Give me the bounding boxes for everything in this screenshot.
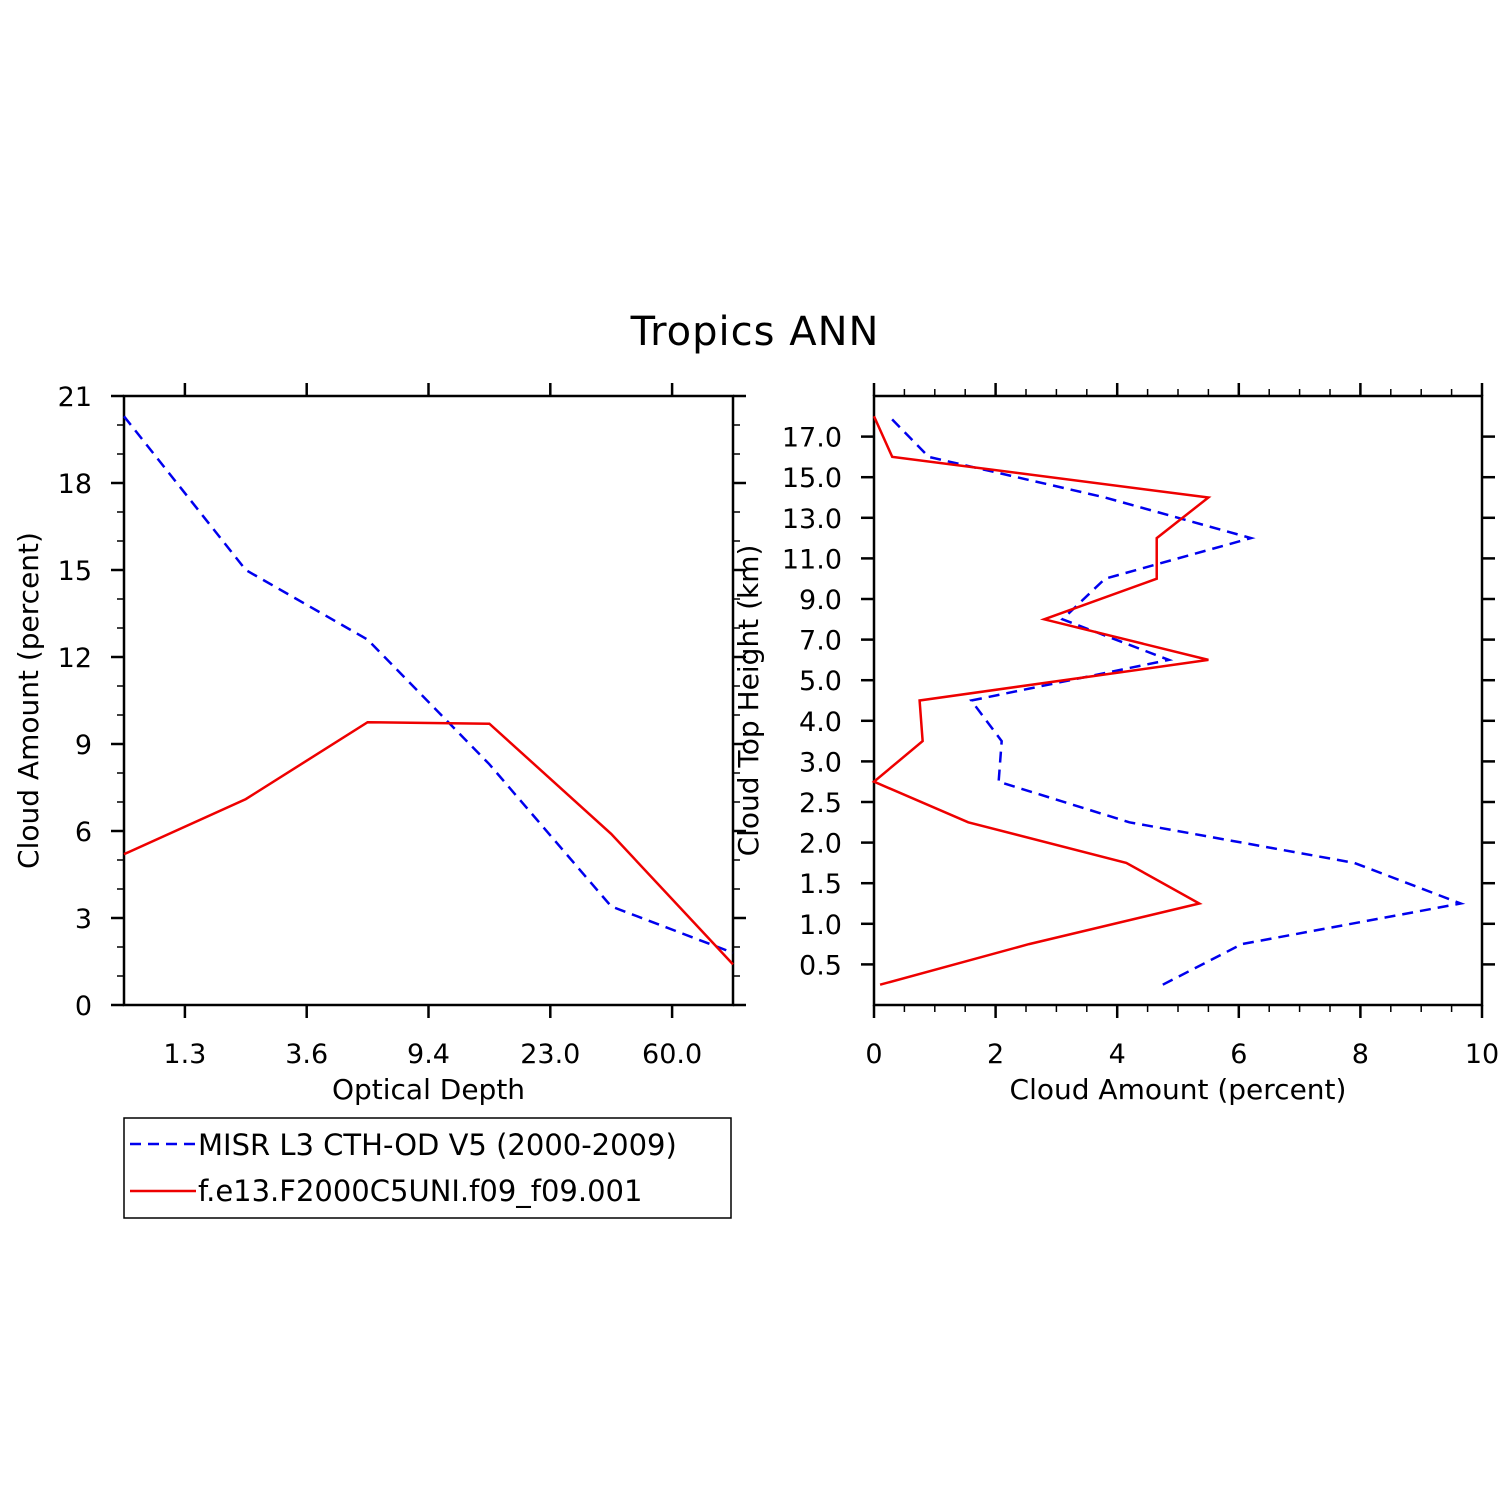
- right-series-misr-line: [888, 415, 1466, 986]
- right-x-axis-label: Cloud Amount (percent): [1010, 1073, 1347, 1106]
- right-x-tick-label: 8: [1352, 1039, 1369, 1070]
- left-series-model-line: [123, 720, 734, 966]
- right-y-tick-label: 4.0: [799, 707, 842, 738]
- right-y-tick-label: 3.0: [799, 747, 842, 778]
- right-x-tick-label: 2: [987, 1039, 1004, 1070]
- chart-title: Tropics ANN: [630, 309, 880, 355]
- left-x-axis-label: Optical Depth: [332, 1073, 525, 1106]
- legend-box: [123, 1117, 732, 1219]
- legend: MISR L3 CTH-OD V5 (2000-2009) f.e13.F200…: [123, 1117, 732, 1219]
- right-y-tick-label: 9.0: [799, 585, 842, 616]
- right-x-tick-label: 0: [865, 1039, 882, 1070]
- right-y-tick-label: 0.5: [799, 950, 842, 981]
- left-y-tick-label: 15: [58, 556, 92, 587]
- left-y-tick-label: 12: [58, 643, 92, 674]
- left-y-tick-label: 18: [58, 469, 92, 500]
- legend-label-model: f.e13.F2000C5UNI.f09_f09.001: [198, 1174, 642, 1208]
- right-x-tick-label: 4: [1109, 1039, 1126, 1070]
- right-y-tick-label: 11.0: [782, 544, 842, 575]
- right-x-tick-label: 6: [1230, 1039, 1247, 1070]
- right-y-tick-label: 1.0: [799, 910, 842, 941]
- left-y-tick-label: 0: [75, 991, 92, 1022]
- right-series-model-line: [871, 415, 1212, 986]
- left-y-tick-label: 3: [75, 904, 92, 935]
- right-y-tick-label: 1.5: [799, 869, 842, 900]
- right-panel: 0.5 1.0 1.5 2.0 2.5 3.0 4.0 5.0 7.0 9.0 11.0 13.0 15…: [732, 383, 1499, 1106]
- right-y-axis-label: Cloud Top Height (km): [732, 545, 765, 857]
- left-y-tick-label: 21: [58, 382, 92, 413]
- right-plot-frame: [872, 394, 1484, 1007]
- legend-label-misr: MISR L3 CTH-OD V5 (2000-2009): [198, 1128, 677, 1162]
- left-x-tick-label: 23.0: [520, 1039, 580, 1070]
- left-series-misr-line: [123, 415, 734, 954]
- right-y-tick-label: 2.0: [799, 829, 842, 860]
- left-x-tick-label: 60.0: [642, 1039, 702, 1070]
- right-y-tick-label: 13.0: [782, 504, 842, 535]
- left-x-tick-label: 1.3: [163, 1039, 206, 1070]
- left-x-tick-label: 3.6: [285, 1039, 328, 1070]
- right-y-tick-label: 17.0: [782, 423, 842, 454]
- right-x-tick-label: 10: [1465, 1039, 1499, 1070]
- right-y-tick-label: 15.0: [782, 463, 842, 494]
- right-y-tick-label: 2.5: [799, 788, 842, 819]
- left-panel: 0 3 6 9 12 15 18 21 1.3 3.6 9.4 23.0 60.0 Optical Dep…: [12, 382, 746, 1106]
- left-x-tick-label: 9.4: [407, 1039, 450, 1070]
- left-y-tick-label: 9: [75, 730, 92, 761]
- right-y-tick-label: 5.0: [799, 666, 842, 697]
- left-y-axis-label: Cloud Amount (percent): [12, 532, 45, 869]
- left-y-tick-label: 6: [75, 817, 92, 848]
- right-y-tick-label: 7.0: [799, 626, 842, 657]
